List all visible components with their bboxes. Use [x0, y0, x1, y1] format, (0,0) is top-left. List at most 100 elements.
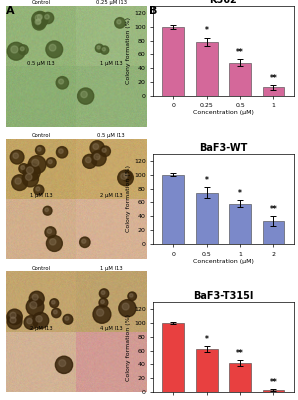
Circle shape	[94, 154, 100, 160]
Title: 0.5 μM I13: 0.5 μM I13	[97, 133, 125, 138]
Circle shape	[49, 44, 56, 51]
Text: A: A	[6, 6, 15, 16]
Title: 2 μM I13: 2 μM I13	[100, 193, 122, 198]
Bar	[162, 27, 184, 96]
Circle shape	[52, 308, 61, 318]
Circle shape	[46, 41, 63, 58]
Bar	[196, 349, 218, 392]
Circle shape	[12, 175, 27, 190]
Circle shape	[83, 154, 97, 168]
Circle shape	[99, 298, 108, 307]
Circle shape	[45, 227, 56, 238]
Circle shape	[124, 173, 128, 177]
X-axis label: Concentration (μM): Concentration (μM)	[193, 110, 254, 116]
Y-axis label: Colony formation (%): Colony formation (%)	[126, 17, 131, 84]
Circle shape	[54, 310, 57, 314]
Circle shape	[26, 298, 44, 316]
Circle shape	[27, 167, 33, 174]
Title: K562: K562	[209, 0, 237, 5]
Circle shape	[119, 300, 136, 317]
Bar	[196, 193, 218, 244]
Text: *: *	[205, 176, 209, 185]
Circle shape	[15, 178, 21, 184]
Circle shape	[35, 146, 45, 155]
X-axis label: Concentration (μM): Concentration (μM)	[193, 259, 254, 264]
Circle shape	[90, 141, 104, 155]
Circle shape	[36, 187, 40, 191]
Circle shape	[102, 48, 105, 51]
Circle shape	[36, 316, 42, 322]
Circle shape	[30, 302, 37, 309]
Text: **: **	[270, 205, 277, 214]
Circle shape	[63, 314, 73, 324]
Title: 0.5 μM I13: 0.5 μM I13	[27, 61, 55, 66]
Circle shape	[32, 159, 39, 166]
Circle shape	[55, 356, 73, 374]
Circle shape	[121, 173, 127, 180]
Circle shape	[59, 79, 63, 84]
Circle shape	[37, 148, 41, 151]
Circle shape	[86, 157, 91, 163]
Title: 4 μM I13: 4 μM I13	[100, 326, 122, 331]
Circle shape	[117, 20, 121, 24]
Circle shape	[65, 316, 69, 320]
Circle shape	[35, 12, 47, 24]
Circle shape	[52, 300, 55, 304]
Circle shape	[95, 44, 103, 52]
Circle shape	[99, 289, 109, 298]
Bar	[162, 323, 184, 392]
Circle shape	[18, 45, 28, 55]
Circle shape	[7, 42, 25, 60]
Circle shape	[32, 12, 48, 28]
Circle shape	[82, 239, 86, 243]
Circle shape	[36, 19, 41, 24]
Circle shape	[91, 151, 106, 166]
Circle shape	[97, 46, 100, 49]
Circle shape	[49, 239, 56, 245]
Y-axis label: Colony formation (%): Colony formation (%)	[126, 314, 131, 381]
Circle shape	[23, 163, 40, 181]
Circle shape	[97, 309, 104, 316]
Circle shape	[115, 18, 125, 28]
Circle shape	[10, 312, 16, 318]
Circle shape	[21, 166, 25, 170]
Circle shape	[13, 153, 18, 158]
Title: Control: Control	[32, 266, 51, 271]
Bar	[263, 221, 284, 244]
Text: **: **	[236, 349, 244, 358]
Title: 2 μM I13: 2 μM I13	[30, 326, 52, 331]
Circle shape	[27, 318, 32, 324]
Circle shape	[93, 305, 111, 323]
Circle shape	[29, 291, 44, 306]
Circle shape	[80, 237, 90, 248]
Circle shape	[81, 91, 87, 98]
Circle shape	[128, 292, 136, 300]
Circle shape	[77, 88, 94, 104]
Title: 0.25 μM I13: 0.25 μM I13	[96, 0, 127, 5]
Circle shape	[34, 17, 46, 29]
Bar	[229, 363, 251, 392]
Circle shape	[32, 312, 49, 328]
Circle shape	[130, 294, 133, 297]
Text: *: *	[205, 335, 209, 344]
Circle shape	[11, 46, 18, 53]
Title: BaF3-T315I: BaF3-T315I	[193, 292, 254, 302]
Circle shape	[35, 15, 41, 21]
Circle shape	[22, 170, 38, 187]
Circle shape	[28, 156, 46, 174]
Circle shape	[7, 309, 22, 325]
Title: 1 μM I13: 1 μM I13	[100, 266, 122, 271]
Circle shape	[37, 14, 42, 19]
Circle shape	[59, 360, 66, 366]
Text: *: *	[238, 189, 242, 198]
Title: BaF3-WT: BaF3-WT	[199, 143, 248, 153]
Circle shape	[102, 148, 106, 152]
Circle shape	[122, 171, 132, 181]
Text: **: **	[236, 48, 244, 57]
Circle shape	[19, 164, 29, 174]
Bar	[196, 42, 218, 96]
Circle shape	[43, 206, 52, 215]
Circle shape	[45, 15, 49, 19]
Y-axis label: Colony formation (%): Colony formation (%)	[126, 166, 131, 232]
Circle shape	[32, 294, 38, 300]
